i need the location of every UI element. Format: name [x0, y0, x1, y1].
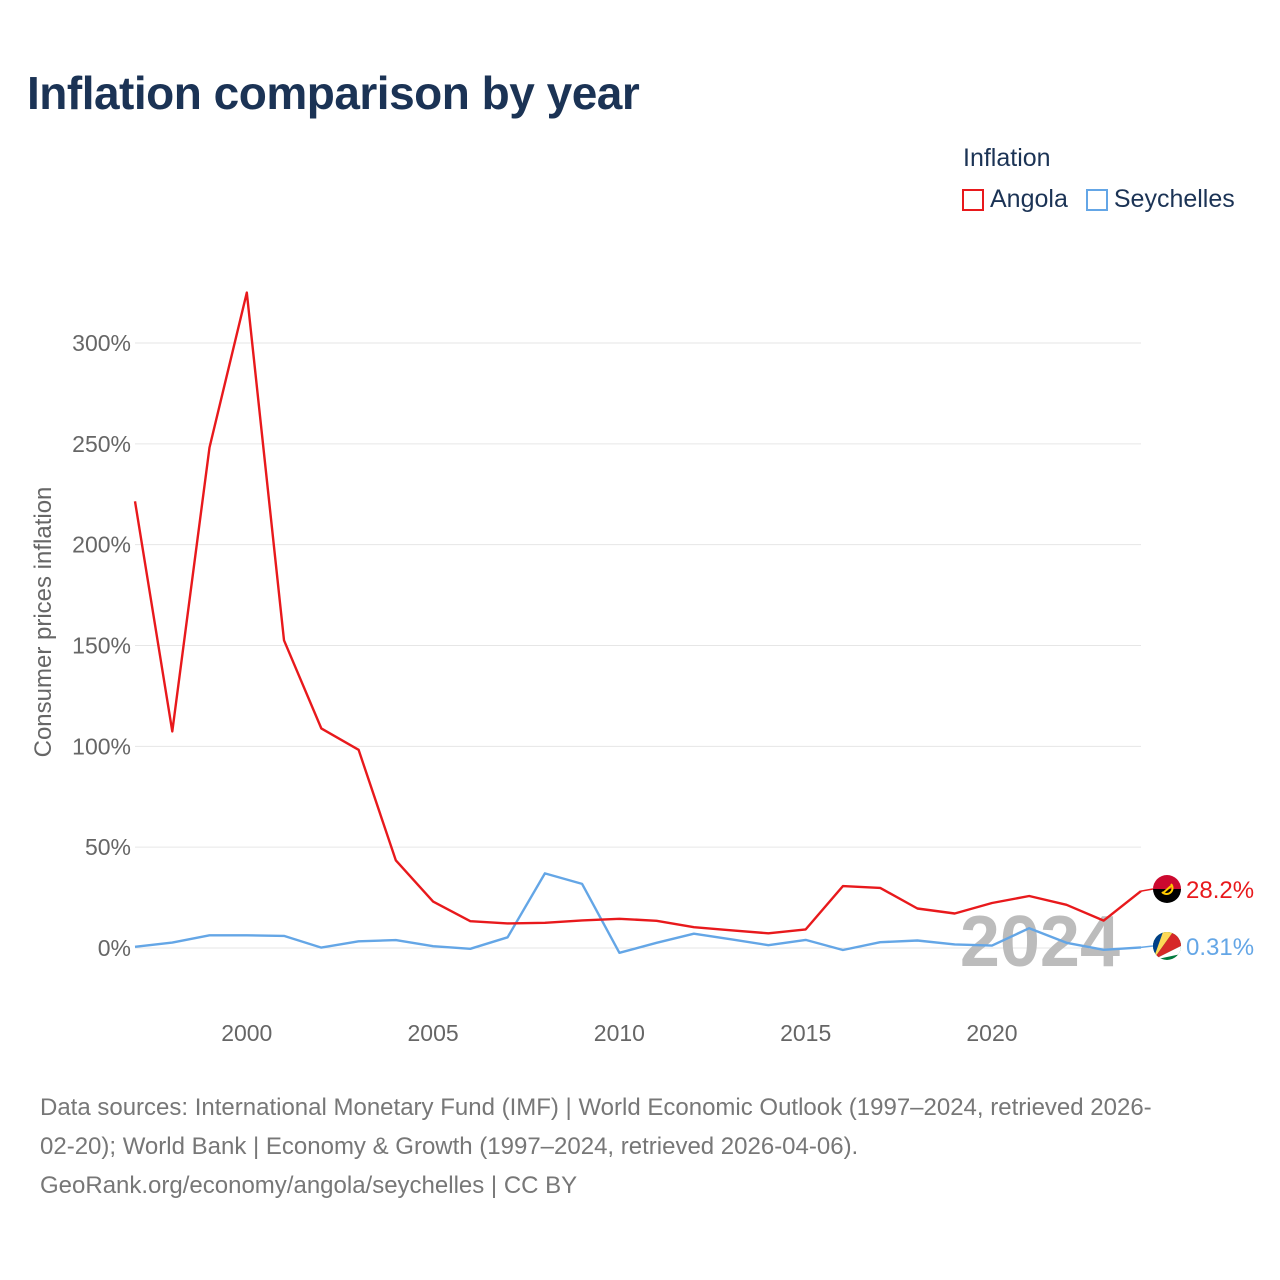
y-axis-label: Consumer prices inflation	[30, 487, 57, 758]
y-tick-label: 300%	[72, 330, 131, 356]
x-tick-label: 2000	[221, 1020, 272, 1046]
end-connector-angola	[1140, 888, 1154, 892]
angola-flag-icon	[1153, 875, 1181, 903]
footer: Data sources: International Monetary Fun…	[40, 1088, 1250, 1205]
legend-title: Inflation	[963, 144, 1051, 172]
y-axis-ticks: 0% 50% 100% 150% 200% 250% 300%	[72, 330, 131, 961]
series-line-seychelles	[134, 872, 1142, 954]
chart-title: Inflation comparison by year	[27, 67, 640, 119]
legend-swatch-seychelles	[1085, 188, 1108, 211]
end-connector-seychelles	[1140, 945, 1154, 949]
x-tick-label: 2020	[966, 1020, 1017, 1046]
y-tick-label: 50%	[85, 834, 131, 860]
footer-credit[interactable]: GeoRank.org/economy/angola/seychelles | …	[40, 1172, 578, 1199]
x-axis-ticks: 2000 2005 2010 2015 2020	[221, 1020, 1017, 1046]
y-tick-label: 250%	[72, 431, 131, 457]
seychelles-flag-icon	[1153, 932, 1181, 960]
legend-label-angola: Angola	[990, 185, 1068, 213]
legend-item-angola[interactable]: Angola	[962, 185, 1068, 214]
legend-label-seychelles: Seychelles	[1113, 185, 1235, 213]
footer-sources-line2: 02-20); World Bank | Economy & Growth (1…	[40, 1133, 859, 1160]
x-tick-label: 2015	[780, 1020, 831, 1046]
end-value-angola: 28.2%	[1186, 877, 1254, 904]
y-tick-label: 0%	[98, 935, 131, 961]
legend: Angola Seychelles	[962, 185, 1235, 214]
legend-item-seychelles[interactable]: Seychelles	[1085, 185, 1235, 214]
end-markers: 28.2% 0.31%	[1140, 875, 1254, 961]
legend-swatch-angola	[962, 188, 984, 211]
y-tick-label: 200%	[72, 532, 131, 558]
x-tick-label: 2010	[594, 1020, 645, 1046]
footer-sources-line1: Data sources: International Monetary Fun…	[40, 1094, 1152, 1121]
x-tick-label: 2005	[407, 1020, 458, 1046]
end-value-seychelles: 0.31%	[1186, 934, 1254, 961]
series-lines	[133, 291, 1142, 954]
series-line-angola	[133, 291, 1142, 935]
y-tick-label: 150%	[72, 633, 131, 659]
gridlines	[135, 342, 1141, 949]
line-chart: 0%50%100%150%200%250%300% 2000 2005 2010 20…	[30, 291, 1254, 1046]
year-watermark: 2024	[960, 902, 1120, 982]
y-tick-label: 100%	[72, 733, 131, 759]
